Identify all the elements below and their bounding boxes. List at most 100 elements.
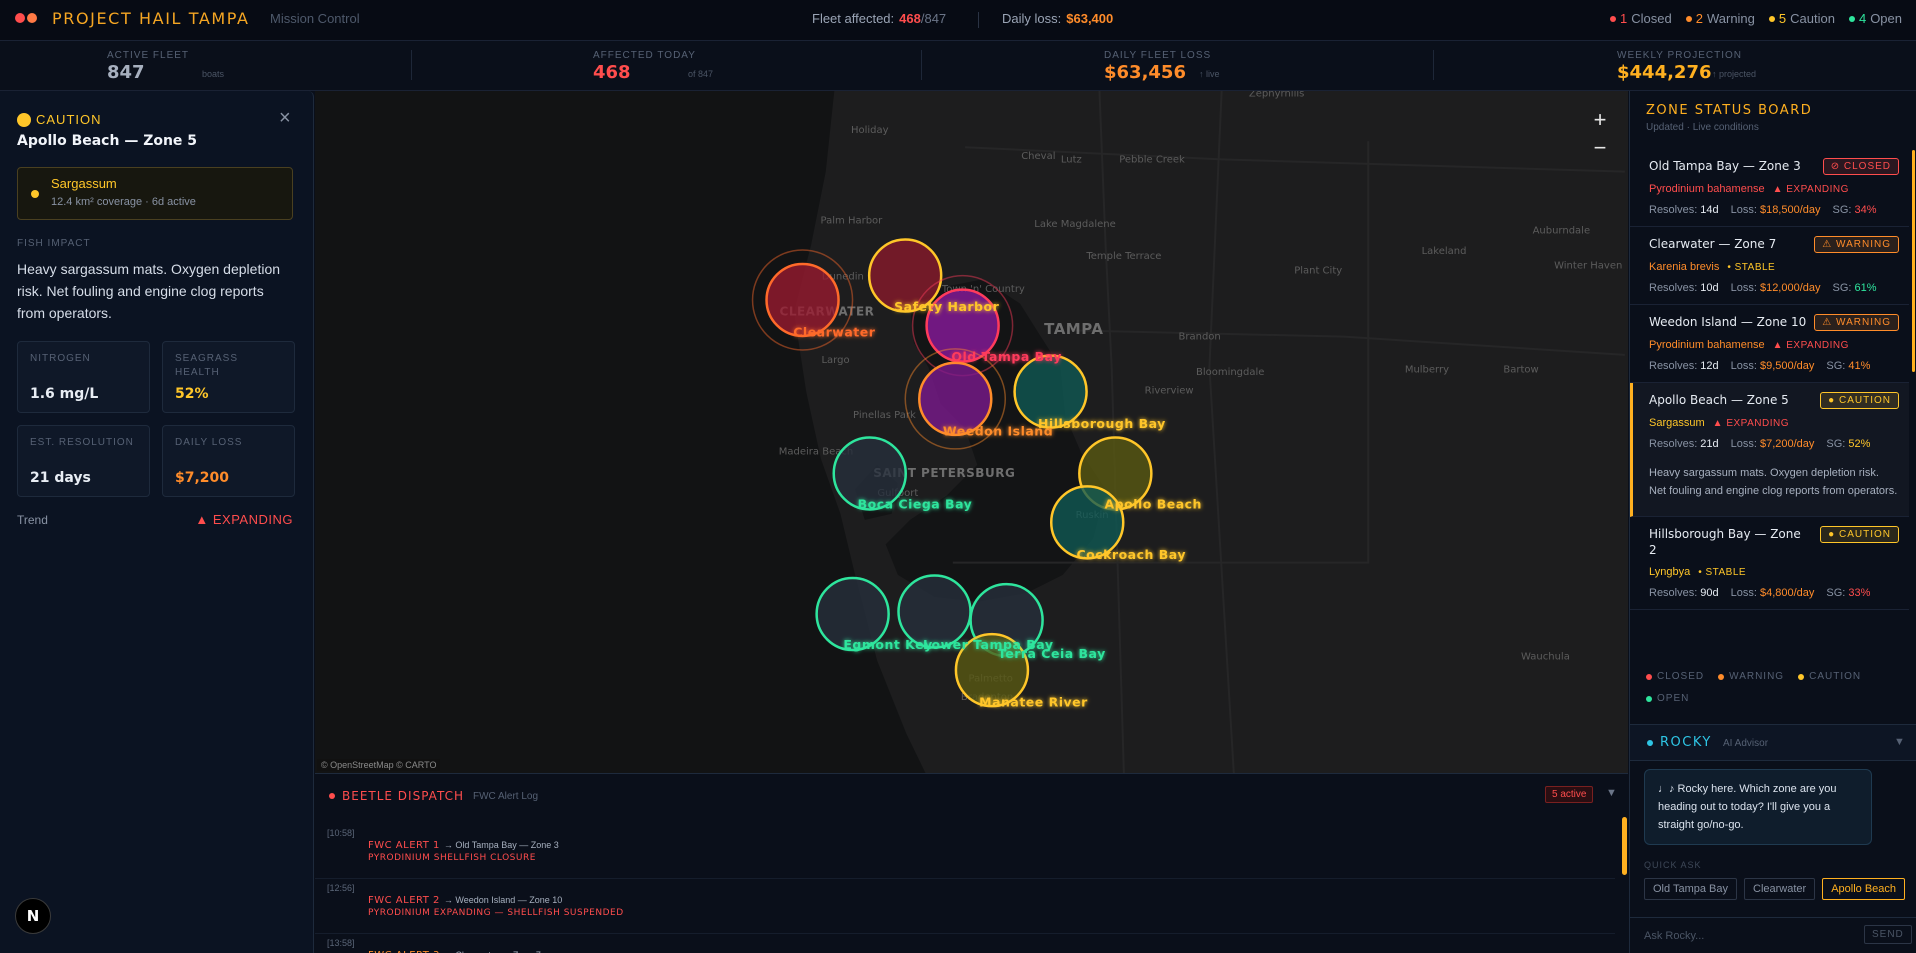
zoom-in[interactable]: + — [1593, 107, 1607, 132]
zone-label: Old Tampa Bay — [951, 349, 1062, 364]
place-label: Holiday — [851, 125, 889, 136]
quick-ask-label: QUICK ASK — [1644, 860, 1702, 870]
metric-card: DAILY LOSS $7,200 — [162, 425, 295, 497]
zone-name: Old Tampa Bay — Zone 3 — [1649, 159, 1801, 173]
close-button[interactable]: × — [279, 107, 291, 129]
stat-value: 468 — [593, 62, 631, 83]
status-dot — [1798, 673, 1805, 680]
rocky-title: ROCKY — [1660, 735, 1712, 750]
card-organism: Sargassum ▲ EXPANDING — [1649, 417, 1899, 429]
fleet-label: Fleet affected: — [812, 11, 895, 26]
place-label: Lake Magdalene — [1034, 219, 1115, 230]
place-label: Bartow — [1503, 365, 1538, 376]
zone-card[interactable]: Hillsborough Bay — Zone 2 ● CAUTION Lyngby… — [1630, 517, 1909, 610]
zone-circle — [925, 288, 1000, 363]
zone-label: Boca Ciega Bay — [858, 497, 973, 512]
sg: 61% — [1854, 282, 1877, 294]
status-dot — [17, 113, 31, 127]
place-label: Temple Terrace — [1085, 251, 1161, 262]
stat-label: ACTIVE FLEET — [107, 50, 190, 61]
zoom-out[interactable]: − — [1593, 135, 1607, 160]
legend-item: WARNING — [1718, 671, 1784, 682]
count-label: Open — [1870, 11, 1902, 26]
stat-label: DAILY FLEET LOSS — [1104, 50, 1212, 61]
organism: Pyrodinium bahamense — [1649, 183, 1765, 195]
place-label: Brandon — [1179, 332, 1221, 343]
zone-label: Cockroach Bay — [1076, 547, 1186, 562]
legend-item: CAUTION — [1798, 671, 1861, 682]
zone-note: Heavy sargassum mats. Oxygen depletion r… — [1649, 467, 1898, 497]
nav-badge[interactable]: N — [15, 898, 51, 934]
trend: • STABLE — [1698, 567, 1747, 578]
card-stats: Resolves: 10d Loss: $12,000/day SG: 61% — [1649, 282, 1899, 294]
rocky-header: ROCKY AI Advisor ▼ — [1630, 724, 1916, 761]
metric-label: EST. RESOLUTION — [30, 437, 134, 448]
alert-row: [10:58] FWC ALERT 1 → Old Tampa Bay — Zone… — [315, 823, 1615, 879]
stat-separator — [1433, 50, 1434, 80]
quick-chip[interactable]: Old Tampa Bay — [1644, 878, 1738, 900]
dispatch-toggle[interactable]: ▼ — [1606, 787, 1617, 799]
trend: ▲ EXPANDING — [1772, 340, 1849, 351]
impact-text: Heavy sargassum mats. Oxygen depletion r… — [17, 261, 281, 321]
zone-circle — [954, 632, 1030, 708]
zone-board: ZONE STATUS BOARD Updated · Live conditio… — [1629, 91, 1916, 953]
zone-ring — [904, 348, 1007, 450]
sg: 52% — [1848, 438, 1871, 450]
stat-key: Resolves: — [1649, 360, 1698, 372]
status-dot — [27, 13, 37, 23]
status-count: 5 Caution — [1768, 11, 1835, 26]
place-label: Winter Haven — [1554, 261, 1622, 272]
ask-input[interactable]: Ask Rocky... SEND — [1630, 917, 1916, 953]
place-label: Plant City — [1294, 266, 1342, 277]
zone-label: Terra Ceia Bay — [998, 646, 1106, 661]
status-dot — [1610, 15, 1617, 22]
card-stats: Resolves: 21d Loss: $7,200/day SG: 52% — [1649, 438, 1899, 450]
organism: Pyrodinium bahamense — [1649, 339, 1765, 351]
board-scroll-thumb — [1912, 150, 1915, 372]
count: 1 — [1620, 11, 1628, 26]
zone-title: Apollo Beach — Zone 5 — [17, 133, 198, 149]
stat-key: Resolves: — [1649, 282, 1698, 294]
organism: Sargassum — [1649, 417, 1705, 429]
zone-card[interactable]: Clearwater — Zone 7 ⚠ WARNING Karenia brev… — [1630, 227, 1909, 305]
zone-card[interactable]: Apollo Beach — Zone 5 ● CAUTION Sargassum ▲… — [1630, 383, 1909, 517]
stat-label: WEEKLY PROJECTION — [1617, 50, 1742, 61]
stat-key: Loss: — [1730, 438, 1757, 450]
metric-card: EST. RESOLUTION 21 days — [17, 425, 150, 497]
zone-card[interactable]: Weedon Island — Zone 10 ⚠ WARNING Pyrodini… — [1630, 305, 1909, 383]
metric-card: NITROGEN 1.6 mg/L — [17, 341, 150, 413]
zone-name: Clearwater — Zone 7 — [1649, 237, 1777, 251]
zone-card[interactable]: Old Tampa Bay — Zone 3 ⊘ CLOSED Pyrodinium… — [1630, 149, 1909, 227]
place-label: Town 'n' Country — [941, 284, 1025, 295]
alert-zone: → Clearwater — Zone 7 — [444, 950, 541, 953]
count-label: Closed — [1631, 11, 1672, 26]
quick-chip[interactable]: Apollo Beach — [1822, 878, 1906, 900]
quick-chip[interactable]: Clearwater — [1744, 878, 1816, 900]
card-organism: Lyngbya • STABLE — [1649, 566, 1899, 578]
stat-value: 847 — [107, 62, 145, 83]
brand: PROJECT HAIL TAMPA — [52, 9, 250, 28]
zone-circle — [1049, 485, 1125, 560]
card-header: Hillsborough Bay — Zone 2 ● CAUTION — [1649, 526, 1899, 558]
sg: 41% — [1848, 360, 1871, 372]
bloom-card: Sargassum 12.4 km² coverage · 6d active — [17, 167, 293, 220]
stat-key: SG: — [1832, 204, 1852, 216]
place-label: Pebble Creek — [1119, 154, 1185, 165]
map: Zephyrhills Holiday Cheval Lutz Pebble Creek… — [315, 91, 1628, 773]
rocky-toggle[interactable]: ▼ — [1894, 736, 1905, 748]
loss: $4,800/day — [1759, 587, 1815, 599]
stat-key: Loss: — [1730, 282, 1757, 294]
loss: $7,200/day — [1759, 438, 1815, 450]
road — [1208, 91, 1235, 773]
zone-list: Old Tampa Bay — Zone 3 ⊘ CLOSED Pyrodinium… — [1630, 149, 1909, 664]
zone-detail-panel: CAUTION × Apollo Beach — Zone 5 Sargassum 12… — [0, 91, 314, 953]
board-subtitle: Updated · Live conditions — [1646, 122, 1759, 133]
count: 2 — [1695, 11, 1703, 26]
legend-label: WARNING — [1729, 671, 1785, 682]
send-button[interactable]: SEND — [1864, 925, 1912, 944]
zone-label: Manatee River — [979, 695, 1088, 710]
fleet-summary: Fleet affected: 468/847 — [812, 11, 946, 26]
card-organism: Pyrodinium bahamense ▲ EXPANDING — [1649, 183, 1899, 195]
alert-id: FWC ALERT 1 — [368, 840, 440, 851]
card-stats: Resolves: 14d Loss: $18,500/day SG: 34% — [1649, 204, 1899, 216]
